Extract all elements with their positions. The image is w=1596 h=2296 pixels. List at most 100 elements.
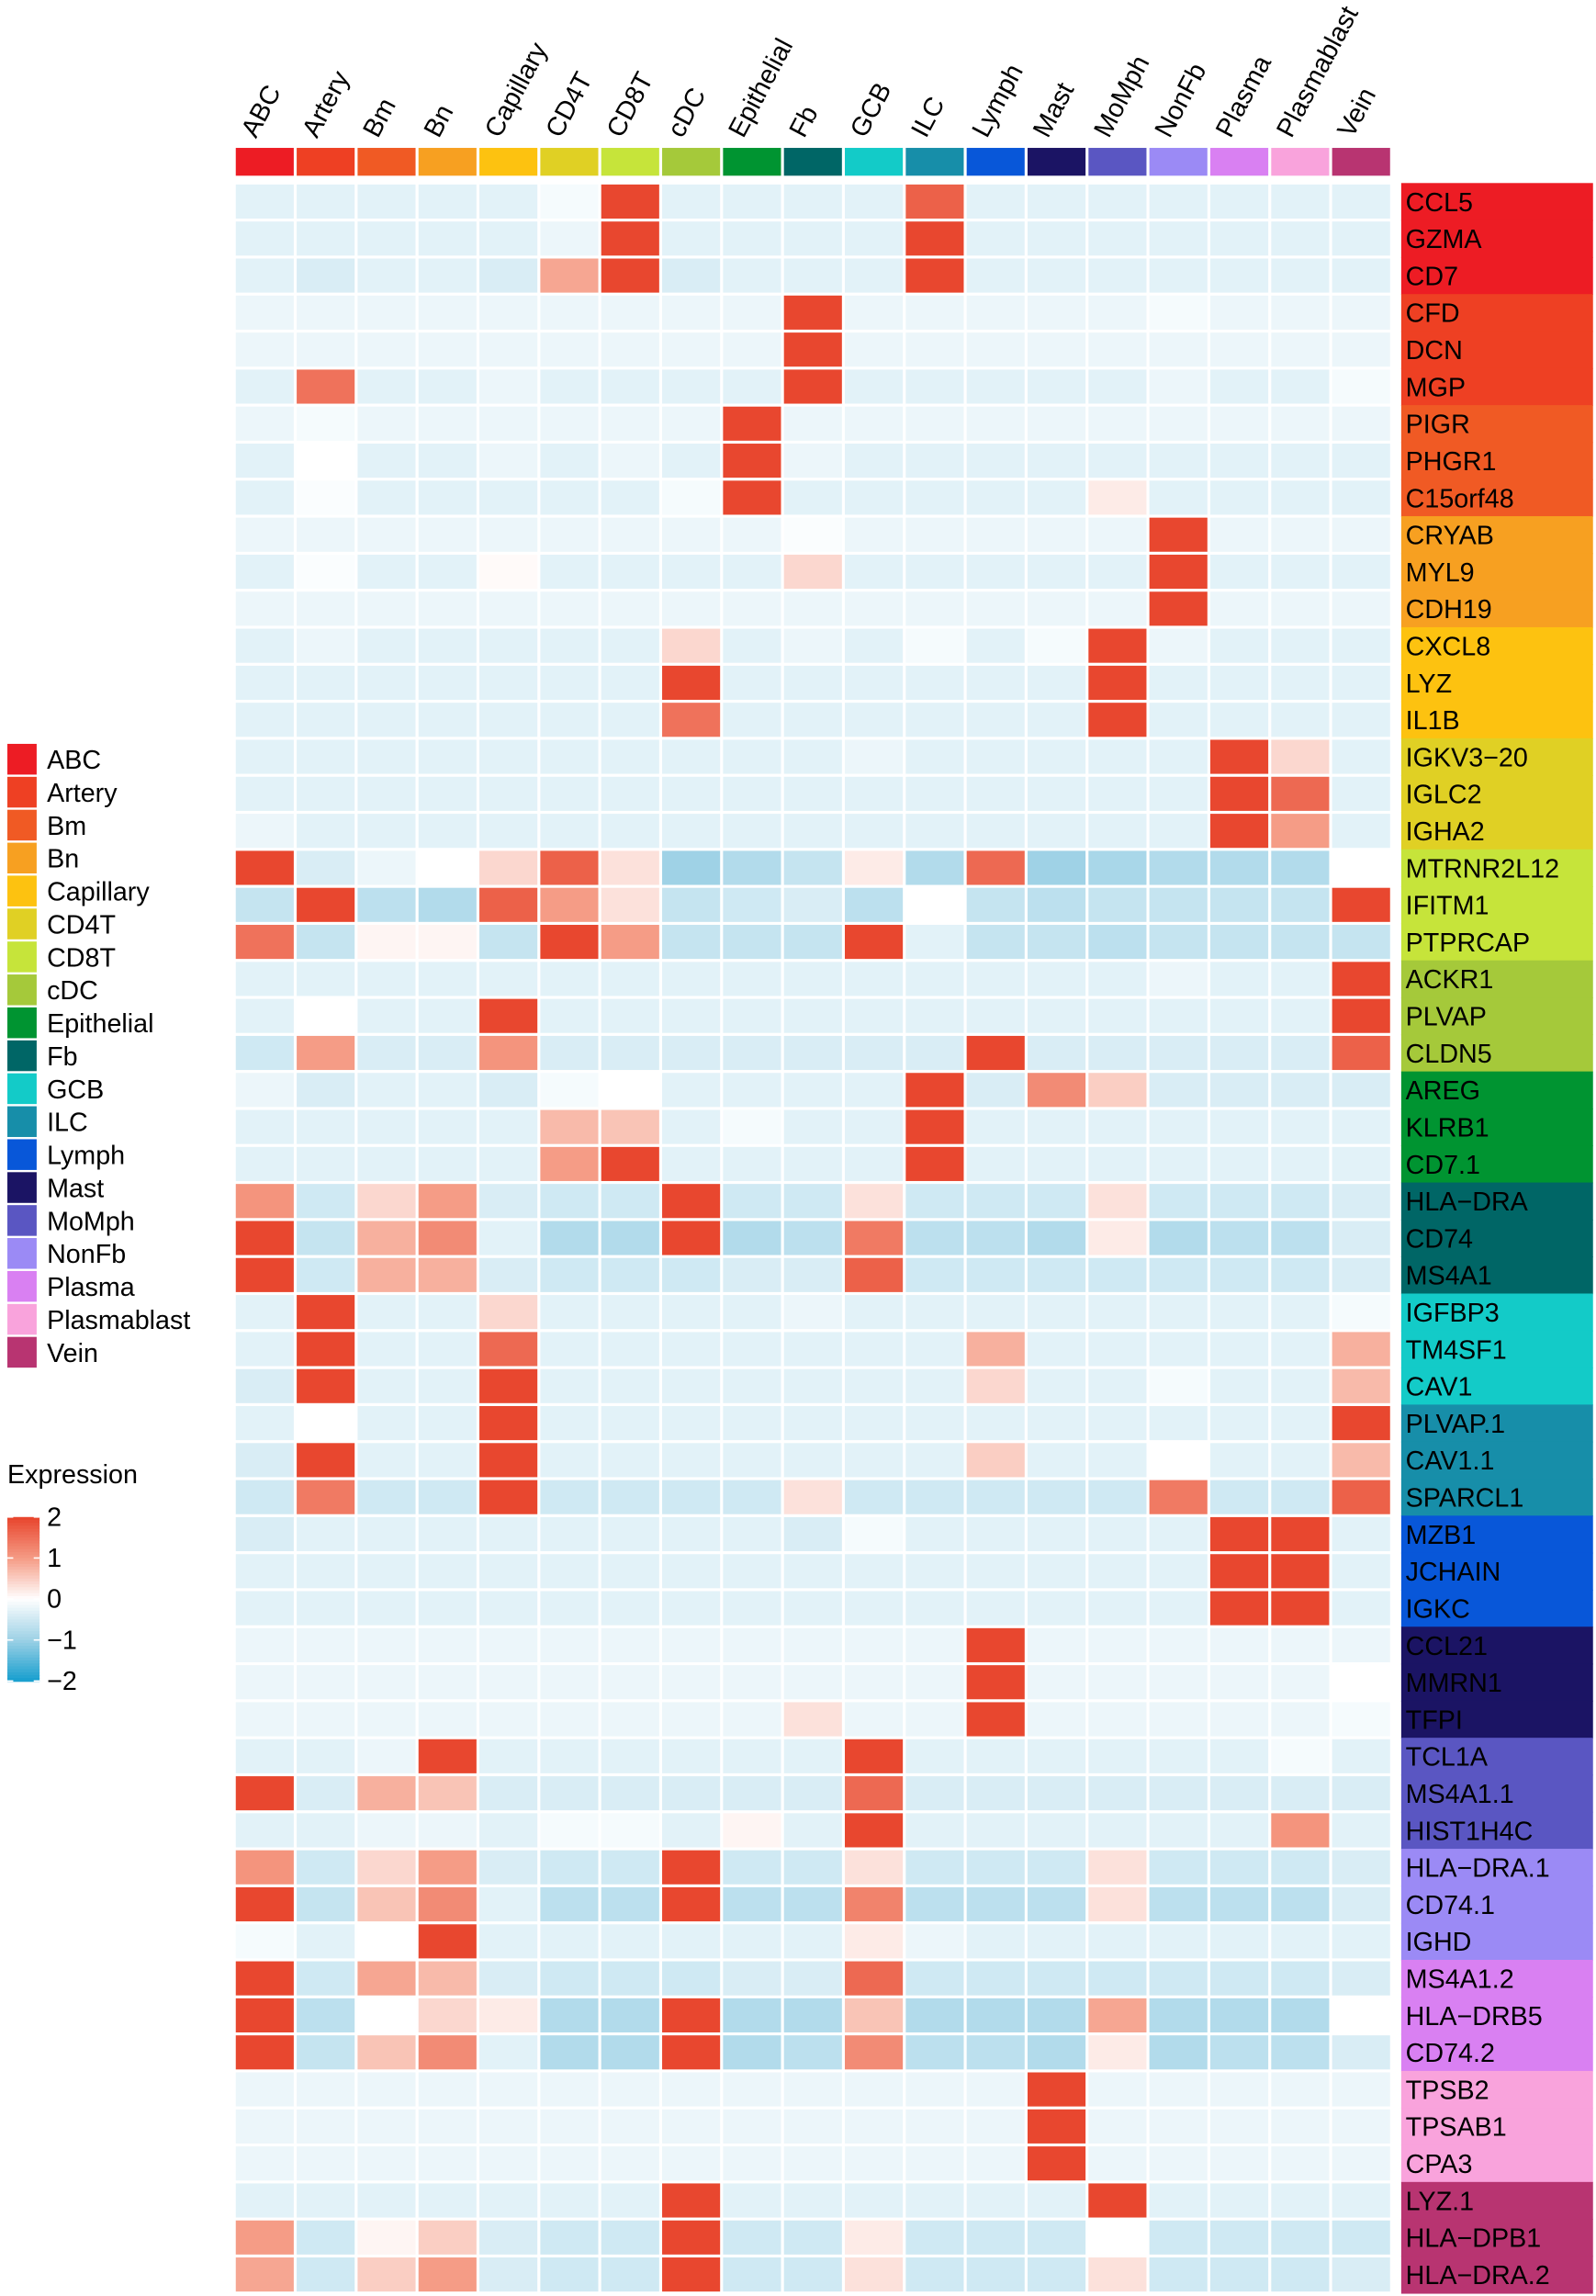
heatmap-cell xyxy=(723,1886,781,1922)
heatmap-cell xyxy=(1209,591,1269,626)
heatmap-cell xyxy=(966,1739,1025,1773)
legend-label: Fb xyxy=(47,1042,77,1072)
heatmap-cell xyxy=(540,887,599,922)
heatmap-cell xyxy=(235,665,294,700)
heatmap-cell xyxy=(905,1073,964,1108)
row-label: CRYAB xyxy=(1406,522,1494,551)
heatmap-cell xyxy=(601,2035,659,2070)
heatmap-cell xyxy=(1209,1516,1269,1552)
heatmap-cell xyxy=(601,554,659,590)
heatmap-cell xyxy=(723,1554,781,1589)
heatmap-cell xyxy=(1149,480,1208,515)
heatmap-cell xyxy=(966,2109,1025,2144)
heatmap-cell xyxy=(662,1368,721,1403)
heatmap-cell xyxy=(357,1850,416,1885)
heatmap-cell xyxy=(783,332,842,367)
heatmap-cell xyxy=(783,1702,842,1737)
heatmap-cell xyxy=(783,2072,842,2107)
legend-label: NonFb xyxy=(47,1240,126,1269)
heatmap-cell xyxy=(1209,2183,1269,2218)
heatmap-cell xyxy=(783,1109,842,1144)
gradient-step xyxy=(7,1634,40,1638)
heatmap-cell xyxy=(235,1257,294,1292)
heatmap-cell xyxy=(418,1405,477,1441)
heatmap-cell xyxy=(905,1850,964,1885)
heatmap-cell xyxy=(966,1480,1025,1514)
row-label: CDH19 xyxy=(1406,595,1492,625)
row-label: CD7.1 xyxy=(1406,1151,1480,1180)
heatmap-cell xyxy=(723,258,781,293)
heatmap-cell xyxy=(966,850,1025,885)
row-color-block xyxy=(1400,849,1593,887)
row-color-block xyxy=(1400,442,1593,480)
row-label: HLA−DPB1 xyxy=(1406,2224,1542,2254)
heatmap-cell xyxy=(662,1998,721,2033)
heatmap-cell xyxy=(723,2183,781,2218)
legend-label: GCB xyxy=(47,1075,104,1105)
heatmap-cell xyxy=(845,1776,904,1811)
row-color-block xyxy=(1400,701,1593,739)
heatmap-cell xyxy=(1332,1257,1390,1292)
heatmap-cell xyxy=(479,1368,538,1403)
gradient-step xyxy=(7,1631,40,1636)
heatmap-cell xyxy=(1332,1813,1390,1848)
heatmap-cell xyxy=(905,1295,964,1330)
heatmap-cell xyxy=(1088,2109,1147,2144)
heatmap-cell xyxy=(1271,2220,1330,2255)
heatmap-cell xyxy=(662,2109,721,2144)
gradient-step xyxy=(7,1639,40,1644)
row-color-block xyxy=(1400,1108,1593,1147)
heatmap-cell xyxy=(235,1850,294,1885)
heatmap-cell xyxy=(418,221,477,256)
heatmap-cell xyxy=(723,1184,781,1219)
heatmap-cell xyxy=(479,850,538,885)
heatmap-cell xyxy=(905,1627,964,1662)
heatmap-cell xyxy=(966,221,1025,256)
heatmap-cell xyxy=(601,1702,659,1737)
row-label: CLDN5 xyxy=(1406,1040,1492,1069)
heatmap-cell xyxy=(905,1961,964,1996)
heatmap-cell xyxy=(1149,444,1208,478)
row-color-block xyxy=(1400,1404,1593,1443)
gradient-step xyxy=(7,1523,40,1527)
heatmap-cell xyxy=(1271,2257,1330,2292)
heatmap-cell xyxy=(540,1146,599,1181)
row-label: CXCL8 xyxy=(1406,632,1490,661)
heatmap-cell xyxy=(1088,1480,1147,1514)
heatmap-cell xyxy=(1271,1702,1330,1737)
legend-label: ILC xyxy=(47,1109,88,1138)
heatmap-cell xyxy=(1209,998,1269,1033)
heatmap-cell xyxy=(357,1073,416,1108)
gradient-step xyxy=(7,1555,40,1559)
heatmap-cell xyxy=(540,1886,599,1922)
heatmap-cell xyxy=(418,444,477,478)
heatmap-cell xyxy=(845,1627,904,1662)
heatmap-cell xyxy=(601,517,659,552)
heatmap-cell xyxy=(1088,1591,1147,1626)
heatmap-cell xyxy=(357,998,416,1033)
row-color-block xyxy=(1400,997,1593,1036)
heatmap-cell xyxy=(1209,1109,1269,1144)
row-label: HIST1H4C xyxy=(1406,1817,1534,1846)
heatmap-cell xyxy=(601,1627,659,1662)
heatmap-cell xyxy=(1028,887,1086,922)
heatmap-cell xyxy=(905,1405,964,1441)
heatmap-cell xyxy=(1028,1554,1086,1589)
row-label: ACKR1 xyxy=(1406,965,1494,995)
heatmap-cell xyxy=(1149,1516,1208,1552)
heatmap-cell xyxy=(357,1405,416,1441)
row-label: CD74 xyxy=(1406,1224,1473,1254)
row-color-block xyxy=(1400,590,1593,628)
heatmap-cell xyxy=(1149,591,1208,626)
row-label: PIGR xyxy=(1406,411,1470,440)
heatmap-cell xyxy=(783,925,842,960)
gradient-step xyxy=(7,1619,40,1624)
heatmap-cell xyxy=(357,1516,416,1552)
heatmap-cell xyxy=(1332,665,1390,700)
heatmap-cell xyxy=(418,480,477,515)
heatmap-cell xyxy=(1332,480,1390,515)
heatmap-cell xyxy=(1028,1702,1086,1737)
row-color-block xyxy=(1400,1959,1593,1998)
heatmap-cell xyxy=(601,406,659,441)
heatmap-cell xyxy=(479,1480,538,1514)
